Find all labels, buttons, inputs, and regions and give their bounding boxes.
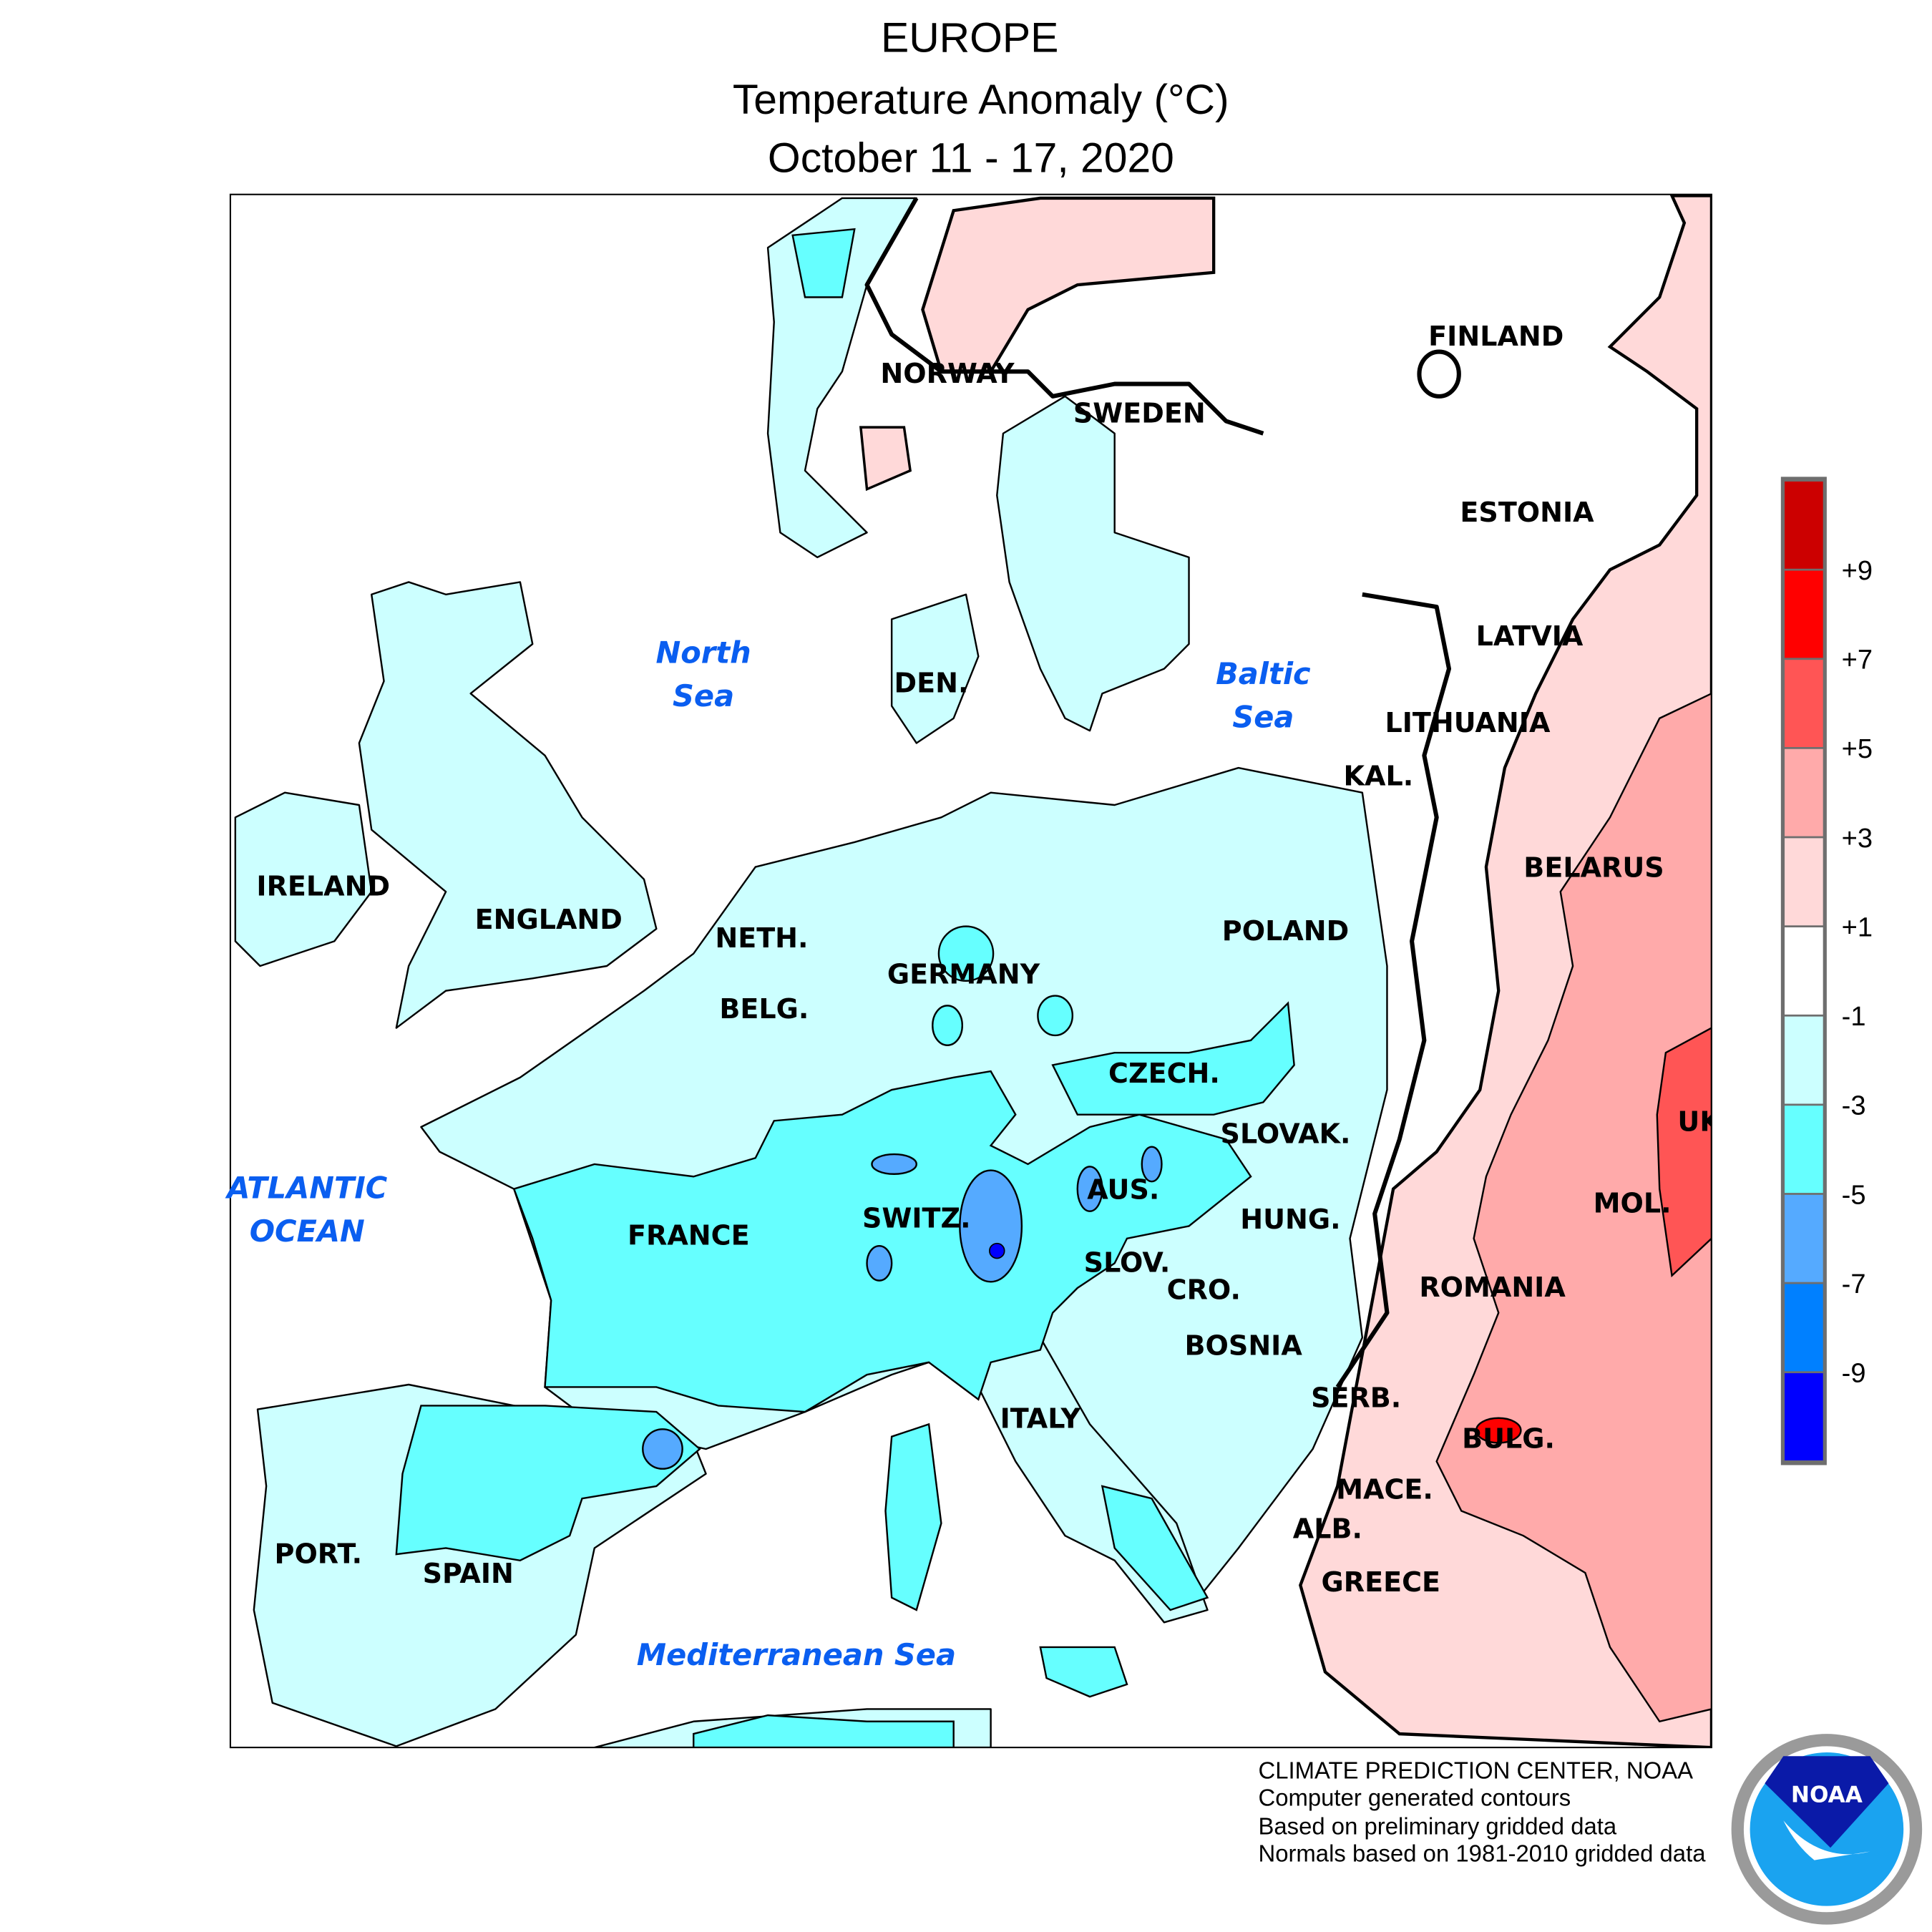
label-mediterranean: Mediterranean Sea	[637, 1637, 956, 1672]
label-czech: CZECH.	[1108, 1058, 1220, 1089]
legend-label: +5	[1842, 734, 1873, 764]
label-slovenia: SLOV.	[1084, 1247, 1171, 1279]
label-germany: GERMANY	[887, 958, 1040, 990]
label-bulgaria: BULG.	[1462, 1423, 1555, 1454]
footer-credits: CLIMATE PREDICTION CENTER, NOAA Computer…	[1258, 1757, 1706, 1866]
warm-anomaly-areas	[859, 194, 1712, 1748]
anomaly-band-minus5-minus7	[642, 1146, 1163, 1470]
footer-line: CLIMATE PREDICTION CENTER, NOAA	[1258, 1757, 1693, 1783]
legend-swatch	[1785, 570, 1823, 658]
label-croatia: CRO.	[1167, 1274, 1241, 1306]
legend-label: +9	[1842, 556, 1873, 586]
label-portugal: PORT.	[275, 1538, 363, 1569]
legend-swatch	[1785, 927, 1823, 1015]
country-labels: FINLAND NORWAY SWEDEN ESTONIA LATVIA DEN…	[256, 321, 1722, 1598]
label-baltic-sea-2: Sea	[1232, 700, 1294, 735]
legend-label: -5	[1842, 1180, 1866, 1210]
contour-line	[1335, 592, 1452, 1389]
title-metric: Temperature Anomaly (°C)	[733, 77, 1229, 123]
label-macedonia: MACE.	[1336, 1473, 1433, 1505]
legend-swatch	[1785, 1284, 1823, 1372]
contour-line	[1417, 349, 1461, 399]
legend-swatch	[1785, 660, 1823, 747]
label-poland: POLAND	[1222, 915, 1349, 947]
label-hungary: HUNG.	[1240, 1204, 1340, 1235]
map-frame	[229, 193, 1712, 1749]
label-latvia: LATVIA	[1476, 620, 1584, 652]
footer-line: Normals based on 1981-2010 gridded data	[1258, 1840, 1706, 1866]
label-romania: ROMANIA	[1419, 1272, 1566, 1303]
label-france: FRANCE	[628, 1220, 750, 1252]
legend-swatch	[1785, 1106, 1823, 1194]
sea-labels: North Sea Baltic Sea ATLANTIC OCEAN Medi…	[225, 635, 1311, 1672]
label-atlantic-2: OCEAN	[250, 1214, 365, 1249]
legend-label: +7	[1842, 645, 1873, 675]
label-greece: GREECE	[1322, 1566, 1440, 1598]
label-albania: ALB.	[1293, 1513, 1362, 1545]
label-spain: SPAIN	[423, 1558, 514, 1589]
legend-label: -3	[1842, 1091, 1866, 1121]
label-north-sea-2: Sea	[673, 678, 734, 713]
label-denmark: DEN.	[894, 668, 969, 699]
label-belgium: BELG.	[719, 993, 809, 1025]
label-netherlands: NETH.	[715, 922, 808, 954]
legend-swatch	[1785, 1373, 1823, 1460]
label-norway: NORWAY	[880, 358, 1015, 389]
legend-label: +1	[1842, 912, 1873, 942]
label-austria: AUS.	[1087, 1174, 1159, 1205]
legend-label: +3	[1842, 824, 1873, 854]
legend-swatch	[1785, 838, 1823, 926]
legend-swatch	[1785, 748, 1823, 836]
label-belarus: BELARUS	[1523, 852, 1664, 884]
label-kaliningrad: KAL.	[1344, 760, 1414, 791]
anomaly-band-minus3-minus5	[395, 228, 1295, 1748]
anomaly-band-below-minus9	[989, 1242, 1005, 1259]
label-atlantic-1: ATLANTIC	[225, 1170, 388, 1205]
label-ukraine: UK	[1677, 1106, 1722, 1137]
title-dates: October 11 - 17, 2020	[768, 135, 1174, 182]
noaa-logo-text: NOAA	[1791, 1782, 1863, 1807]
label-moldova: MOL.	[1594, 1188, 1672, 1219]
label-north-sea-1: North	[655, 635, 751, 670]
label-serbia: SERB.	[1311, 1382, 1401, 1413]
legend-swatch	[1785, 1016, 1823, 1104]
label-ireland: IRELAND	[256, 870, 390, 902]
label-bosnia: BOSNIA	[1185, 1330, 1303, 1362]
noaa-logo: NOAA	[1731, 1734, 1923, 1925]
footer-line: Based on preliminary gridded data	[1258, 1813, 1616, 1839]
legend-label: -7	[1842, 1269, 1866, 1299]
label-england: ENGLAND	[475, 904, 623, 935]
title-region: EUROPE	[881, 15, 1058, 62]
label-sweden: SWEDEN	[1073, 397, 1206, 429]
label-baltic-sea-1: Baltic	[1216, 656, 1311, 691]
label-estonia: ESTONIA	[1460, 497, 1594, 528]
legend-swatch	[1785, 1194, 1823, 1282]
contour-line	[864, 197, 1264, 436]
label-slovakia: SLOVAK.	[1221, 1118, 1351, 1150]
label-switzerland: SWITZ.	[862, 1202, 971, 1234]
color-legend: +9 +7 +5 +3 +1 -1 -3 -5 -7 -9	[1780, 477, 1873, 1465]
label-finland: FINLAND	[1428, 321, 1563, 352]
label-lithuania: LITHUANIA	[1385, 707, 1551, 738]
legend-label: -9	[1842, 1359, 1866, 1389]
map-area	[230, 194, 1712, 1748]
footer-line: Computer generated contours	[1258, 1784, 1571, 1810]
legend-label: -1	[1842, 1002, 1866, 1032]
label-italy: ITALY	[1000, 1403, 1081, 1435]
legend-swatch	[1785, 481, 1823, 569]
